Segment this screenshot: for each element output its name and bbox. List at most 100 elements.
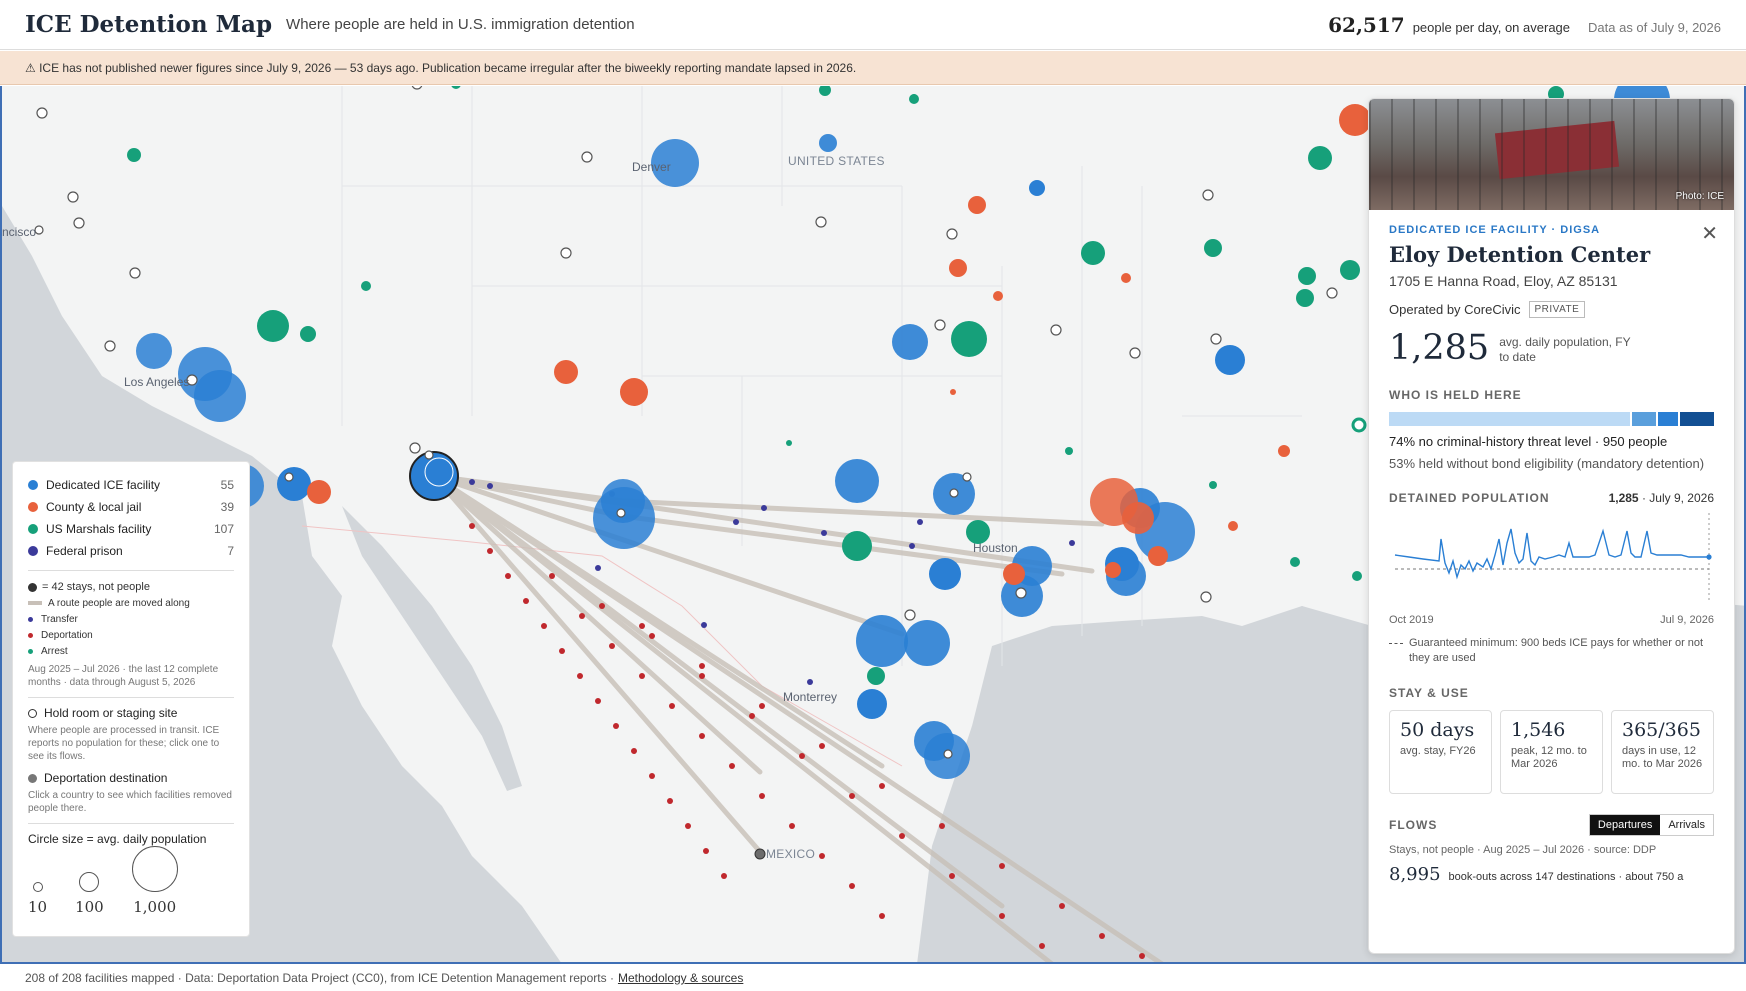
facility-circle[interactable] [1228, 521, 1238, 531]
facility-circle[interactable] [1081, 241, 1105, 265]
marshals-dot-icon [28, 524, 38, 534]
facility-circle[interactable] [1308, 146, 1332, 170]
legend-row-ice[interactable]: Dedicated ICE facility 55 [28, 474, 234, 496]
size-1000: 1,000 [131, 846, 178, 916]
facility-circle[interactable] [856, 615, 908, 667]
facility-circle[interactable] [1340, 260, 1360, 280]
facility-circle[interactable] [867, 667, 885, 685]
federal-dot-icon [28, 546, 38, 556]
facility-circle[interactable] [1003, 563, 1025, 585]
facility-circle[interactable] [968, 196, 986, 214]
who-held-heading: WHO IS HELD HERE [1389, 388, 1522, 402]
facility-circle[interactable] [966, 520, 990, 544]
bookouts-number: 8,995 [1389, 864, 1441, 885]
bar-rest [1630, 412, 1714, 426]
route-note: A route people are moved along [48, 597, 190, 609]
facility-circle[interactable] [1065, 447, 1073, 455]
facility-circle[interactable] [300, 326, 316, 342]
facility-circle[interactable] [950, 389, 956, 395]
transfer-dot-icon [28, 616, 33, 622]
app-header: ICE Detention Map Where people are held … [0, 0, 1746, 50]
deport-dest-icon [28, 773, 37, 783]
facility-circle[interactable] [819, 134, 837, 152]
facility-circle[interactable] [451, 86, 461, 89]
facility-circle[interactable] [257, 310, 289, 342]
city-label-monterrey: Monterrey [783, 690, 838, 704]
legend-label: US Marshals facility [46, 522, 152, 536]
facility-circle[interactable] [127, 148, 141, 162]
facility-circle[interactable] [951, 321, 987, 357]
facility-circle[interactable] [835, 459, 879, 503]
facility-circle[interactable] [1148, 546, 1168, 566]
facility-circle[interactable] [593, 487, 655, 549]
facility-circle[interactable] [911, 94, 917, 100]
facility-circle[interactable] [1339, 104, 1371, 136]
facility-circle[interactable] [857, 689, 887, 719]
header-stats: 62,517 people per day, on average Data a… [1328, 13, 1721, 37]
facility-circle[interactable] [1122, 502, 1154, 534]
facility-circle[interactable] [904, 620, 950, 666]
legend-label: Dedicated ICE facility [46, 478, 161, 492]
facility-circle[interactable] [1296, 289, 1314, 307]
stale-data-banner: ⚠ ICE has not published newer figures si… [0, 51, 1746, 85]
sparkline-axis: Oct 2019 Jul 9, 2026 [1389, 614, 1714, 626]
route-line-icon [28, 601, 42, 605]
deportation-label: Deportation [41, 629, 93, 641]
facility-circle[interactable] [1215, 345, 1245, 375]
facility-circle[interactable] [1105, 562, 1121, 578]
facility-detail-panel: Photo: ICE ✕ DEDICATED ICE FACILITY · DI… [1368, 98, 1735, 954]
facility-circle[interactable] [194, 370, 246, 422]
photo-credit: Photo: ICE [1675, 191, 1724, 202]
facility-circle[interactable] [993, 291, 1003, 301]
facility-circle[interactable] [1204, 239, 1222, 257]
map-legend: Dedicated ICE facility 55 County & local… [12, 461, 250, 937]
legend-transfer: Transfer [28, 611, 234, 627]
facility-circle[interactable] [307, 480, 331, 504]
country-label-us: UNITED STATES [788, 154, 885, 168]
facility-circle[interactable] [424, 457, 454, 487]
page-subtitle: Where people are held in U.S. immigratio… [286, 16, 635, 33]
facility-circle[interactable] [892, 324, 928, 360]
hold-room-sites[interactable] [34, 86, 1338, 759]
data-as-of: Data as of July 9, 2026 [1588, 19, 1721, 35]
facility-circle[interactable] [1278, 445, 1290, 457]
facility-address: 1705 E Hanna Road, Eloy, AZ 85131 [1389, 273, 1618, 289]
facility-circle[interactable] [949, 259, 967, 277]
facility-denver[interactable] [651, 139, 699, 187]
size-100: 100 [75, 872, 104, 916]
arrest-site[interactable] [1351, 417, 1367, 433]
facility-circle[interactable] [554, 360, 578, 384]
legend-row-marshals[interactable]: US Marshals facility 107 [28, 518, 234, 540]
legend-row-county[interactable]: County & local jail 39 [28, 496, 234, 518]
facility-circle[interactable] [1298, 267, 1316, 285]
size-label: 1,000 [133, 898, 177, 916]
facility-circle[interactable] [1290, 557, 1300, 567]
facility-circle[interactable] [277, 467, 311, 501]
methodology-link[interactable]: Methodology & sources [617, 971, 744, 985]
facility-circle[interactable] [842, 531, 872, 561]
legend-hold-room: Hold room or staging site [28, 706, 234, 720]
tab-departures[interactable]: Departures [1589, 815, 1661, 835]
deportation-destination-mexico[interactable] [754, 848, 766, 860]
facility-circle[interactable] [819, 86, 831, 96]
legend-stays: = 42 stays, not people [28, 579, 234, 595]
facility-circle[interactable] [136, 333, 172, 369]
facility-circle[interactable] [1029, 180, 1045, 196]
panel-body: DEDICATED ICE FACILITY · DIGSA Eloy Dete… [1369, 210, 1734, 899]
guarantee-note: Guaranteed minimum: 900 beds ICE pays fo… [1389, 636, 1714, 666]
legend-row-federal[interactable]: Federal prison 7 [28, 540, 234, 562]
facility-circle[interactable] [361, 281, 371, 291]
facility-circle[interactable] [1121, 273, 1131, 283]
facility-circles[interactable] [127, 86, 1670, 779]
close-icon[interactable]: ✕ [1701, 223, 1718, 245]
map-canvas[interactable] [2, 86, 1746, 964]
facility-circle[interactable] [1209, 481, 1217, 489]
facility-circle[interactable] [929, 558, 961, 590]
facility-circle[interactable] [620, 378, 648, 406]
facility-circle[interactable] [786, 440, 792, 446]
deportation-dots [469, 523, 1145, 959]
arrest-label: Arrest [41, 645, 68, 657]
facility-circle[interactable] [1352, 571, 1362, 581]
county-dot-icon [28, 502, 38, 512]
tab-arrivals[interactable]: Arrivals [1668, 819, 1705, 831]
